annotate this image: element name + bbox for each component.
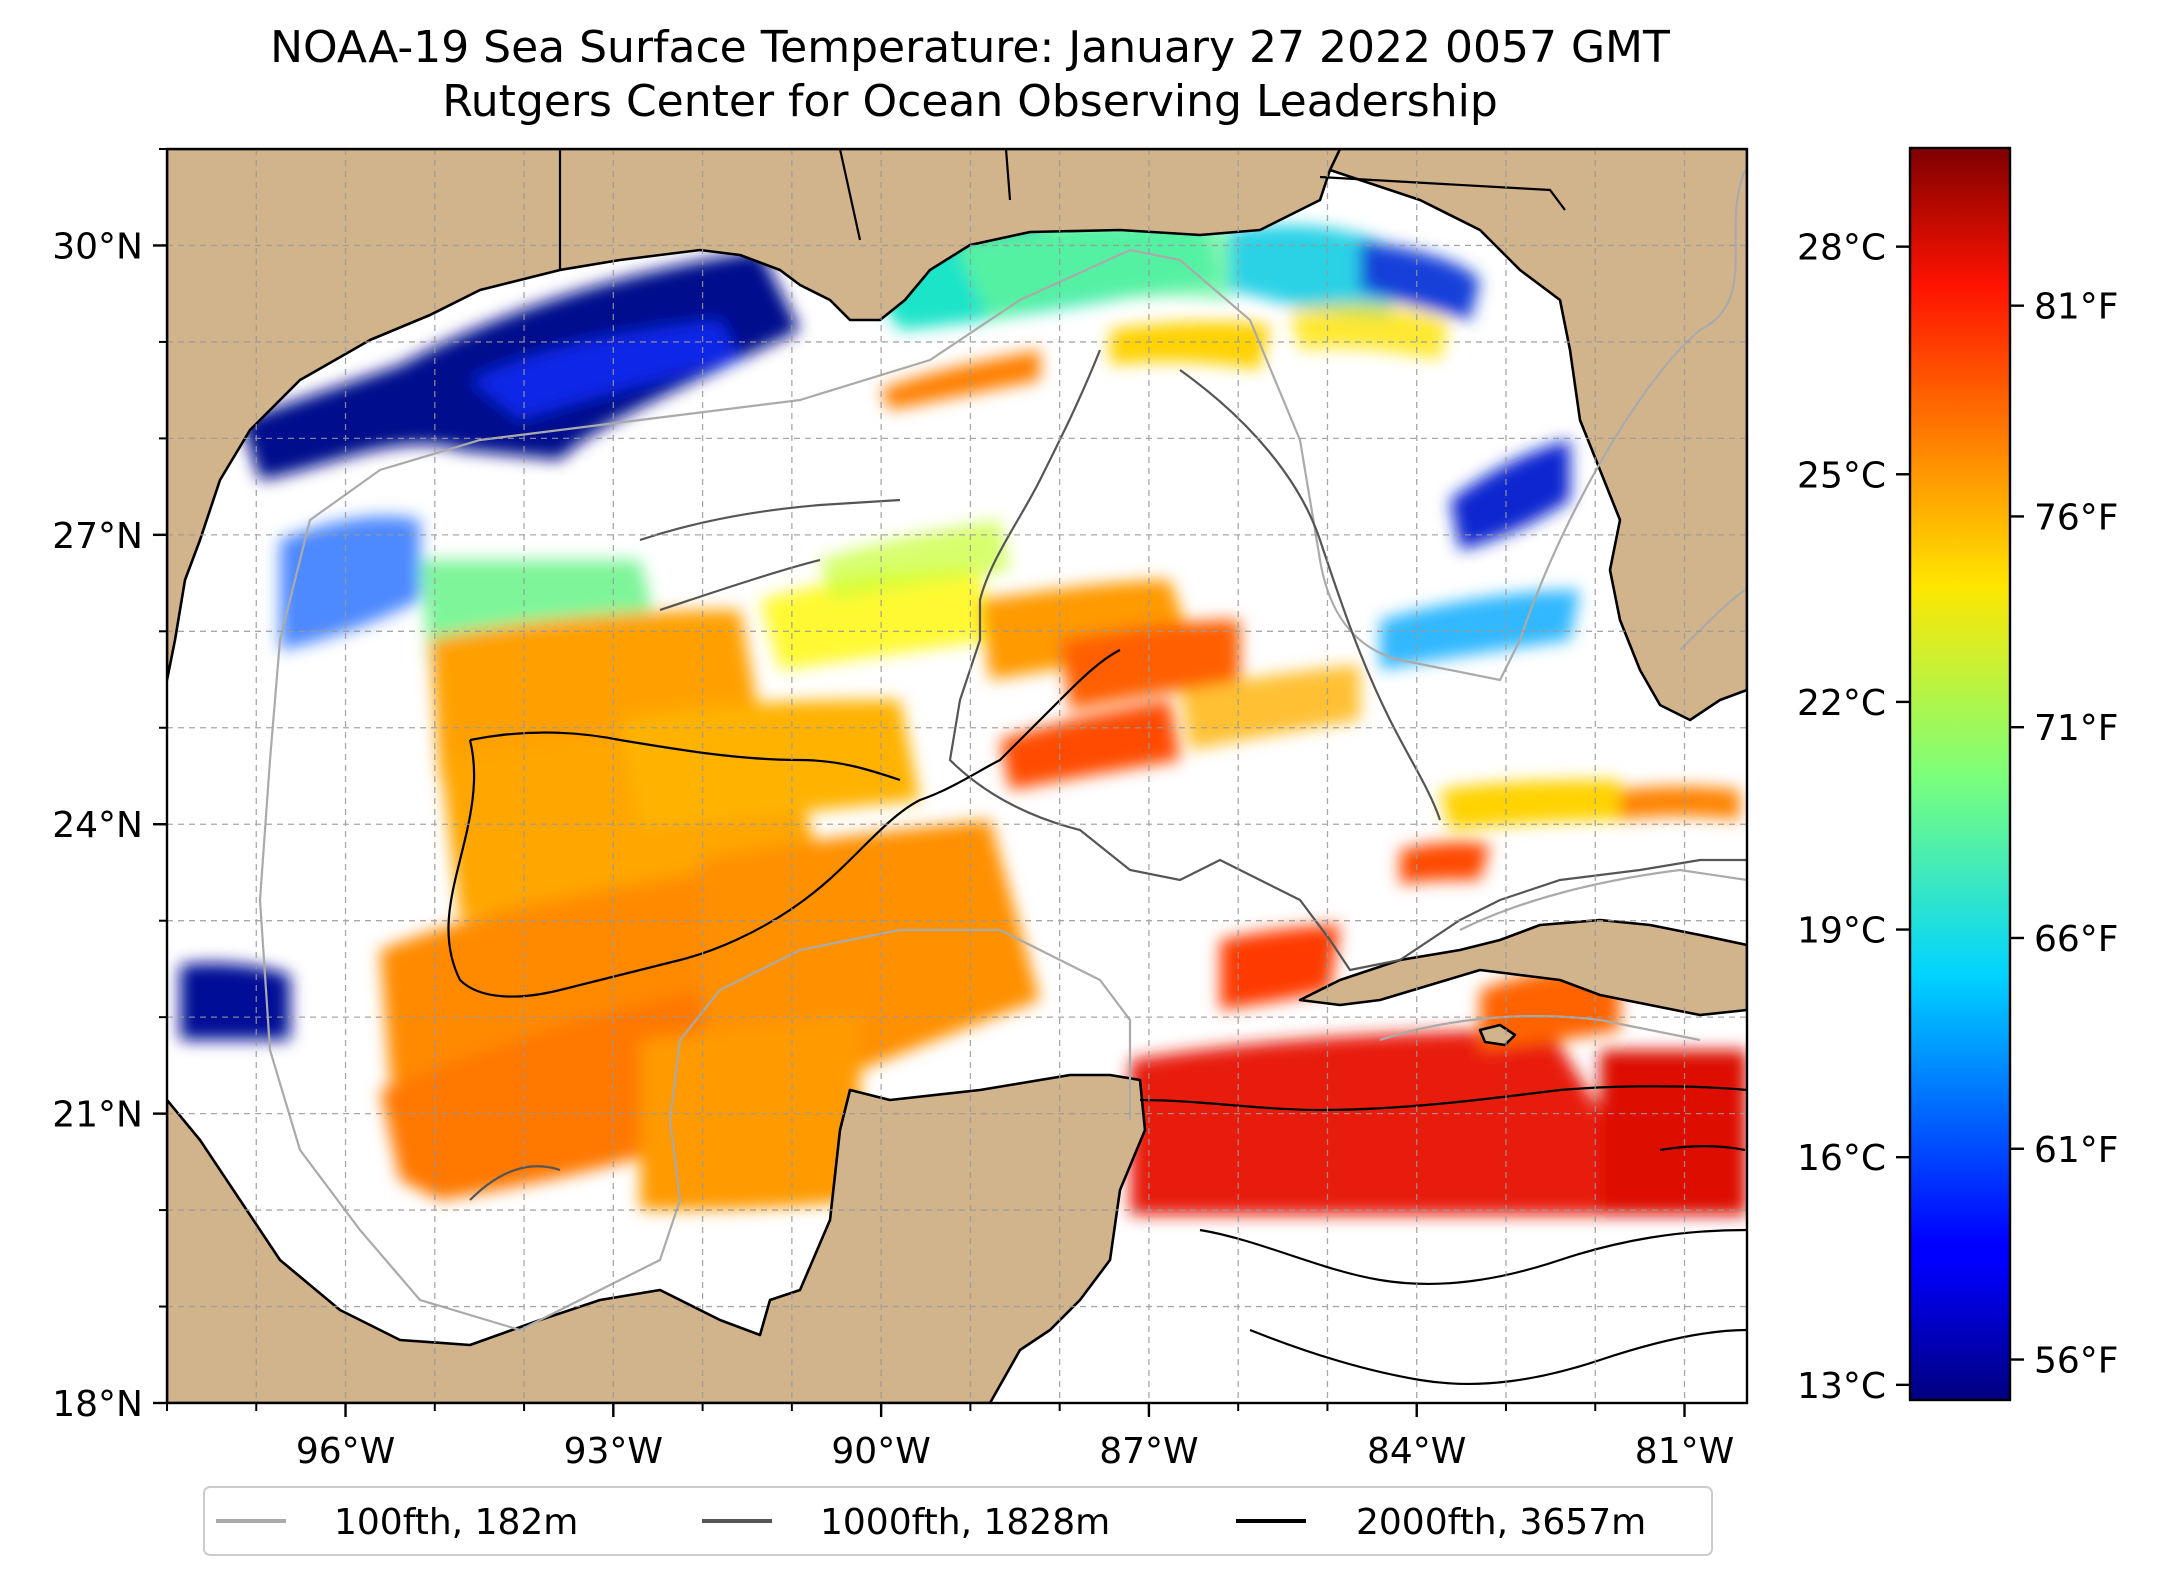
celsius-tick-label: 22°C — [1797, 683, 1886, 724]
colorbar-gradient — [1908, 146, 2012, 1402]
lon-tick-label: 93°W — [564, 1431, 663, 1472]
map-frame — [165, 147, 1749, 1405]
legend-label-1000fth: 1000fth, 1828m — [820, 1502, 1110, 1543]
map-panel — [167, 149, 1747, 1403]
colorbar-fahrenheit-axis: 56°F 61°F 66°F 71°F 76°F 81°F — [2010, 287, 2119, 1382]
land — [167, 149, 1747, 1403]
fahrenheit-tick-label: 81°F — [2034, 287, 2119, 328]
lat-tick-label: 24°N — [52, 805, 143, 846]
lon-tick-label: 90°W — [831, 1431, 930, 1472]
legend-label-2000fth: 2000fth, 3657m — [1356, 1502, 1646, 1543]
land-mexico — [167, 1073, 1147, 1403]
land-florida — [1328, 149, 1747, 722]
celsius-tick-label: 16°C — [1797, 1138, 1886, 1179]
lat-tick-label: 27°N — [52, 516, 143, 557]
fahrenheit-tick-label: 61°F — [2034, 1130, 2119, 1171]
chart-subtitle: Rutgers Center for Ocean Observing Leade… — [442, 76, 1498, 127]
land-cuba — [1298, 918, 1747, 1017]
fahrenheit-tick-label: 66°F — [2034, 919, 2119, 960]
lat-tick-label: 18°N — [52, 1384, 143, 1425]
celsius-tick-label: 13°C — [1797, 1366, 1886, 1407]
lon-tick-label: 81°W — [1635, 1431, 1734, 1472]
bathymetry-100fth — [258, 169, 1747, 1332]
latitude-axis: 18°N 21°N 24°N 27°N 30°N — [52, 148, 167, 1425]
fahrenheit-tick-label: 71°F — [2034, 708, 2119, 749]
longitude-axis: 96°W 93°W 90°W 87°W 84°W 81°W — [166, 1403, 1734, 1472]
celsius-tick-label: 28°C — [1797, 228, 1886, 269]
bathymetry-2000fth — [447, 649, 1747, 1386]
lat-tick-label: 30°N — [52, 226, 143, 267]
colorbar — [1908, 146, 2012, 1402]
lon-tick-label: 96°W — [296, 1431, 395, 1472]
lon-tick-label: 87°W — [1099, 1431, 1198, 1472]
legend: 100fth, 182m 1000fth, 1828m 2000fth, 365… — [203, 1486, 1713, 1556]
borders — [558, 149, 1566, 270]
fahrenheit-tick-label: 56°F — [2034, 1341, 2119, 1382]
lon-tick-label: 84°W — [1367, 1431, 1466, 1472]
celsius-tick-label: 25°C — [1797, 455, 1886, 496]
colorbar-celsius-axis: 13°C 16°C 19°C 22°C 25°C 28°C — [1797, 228, 1910, 1407]
lat-tick-label: 21°N — [52, 1095, 143, 1136]
celsius-tick-label: 19°C — [1797, 911, 1886, 952]
land-us-coast — [167, 149, 1342, 682]
fahrenheit-tick-label: 76°F — [2034, 497, 2119, 538]
chart-title: NOAA-19 Sea Surface Temperature: January… — [270, 22, 1670, 73]
legend-label-100fth: 100fth, 182m — [334, 1502, 578, 1543]
graticule — [167, 149, 1747, 1403]
legend-frame — [203, 1486, 1713, 1556]
